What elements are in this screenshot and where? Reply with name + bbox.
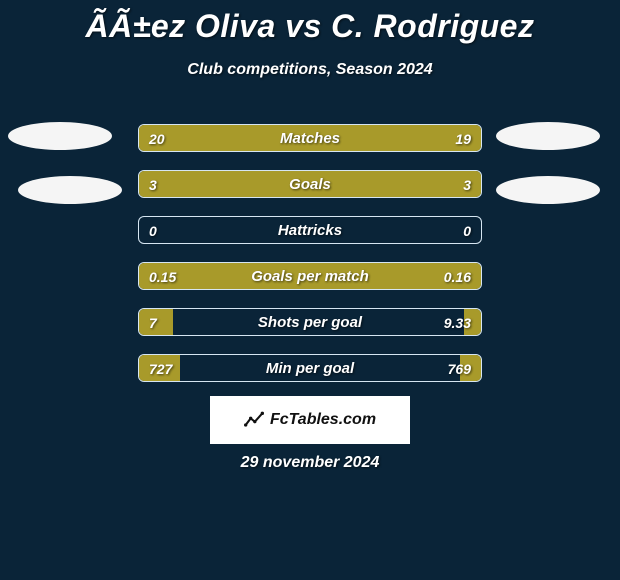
stat-label: Hattricks — [139, 217, 481, 244]
stat-row: 79.33Shots per goal — [138, 308, 482, 336]
stats-rows-container: 2019Matches 33Goals 00Hattricks 0.150.16Goa… — [138, 124, 482, 400]
stat-label: Matches — [139, 125, 481, 152]
chart-icon — [244, 410, 264, 430]
stat-label: Shots per goal — [139, 309, 481, 336]
page-title: ÃÃ±ez Oliva vs C. Rodriguez — [0, 0, 620, 45]
page-subtitle: Club competitions, Season 2024 — [0, 61, 620, 79]
stat-row: 0.150.16Goals per match — [138, 262, 482, 290]
stat-label: Min per goal — [139, 355, 481, 382]
footer-date: 29 november 2024 — [0, 454, 620, 472]
player-left-avatar-top — [8, 122, 112, 150]
player-right-avatar-bot — [496, 176, 600, 204]
stat-label: Goals per match — [139, 263, 481, 290]
stat-row: 727769Min per goal — [138, 354, 482, 382]
player-left-avatar-bot — [18, 176, 122, 204]
stat-row: 33Goals — [138, 170, 482, 198]
stat-row: 2019Matches — [138, 124, 482, 152]
player-right-avatar-top — [496, 122, 600, 150]
logo-text: FcTables.com — [270, 411, 376, 429]
stat-label: Goals — [139, 171, 481, 198]
fctables-logo: FcTables.com — [210, 396, 410, 444]
stat-row: 00Hattricks — [138, 216, 482, 244]
